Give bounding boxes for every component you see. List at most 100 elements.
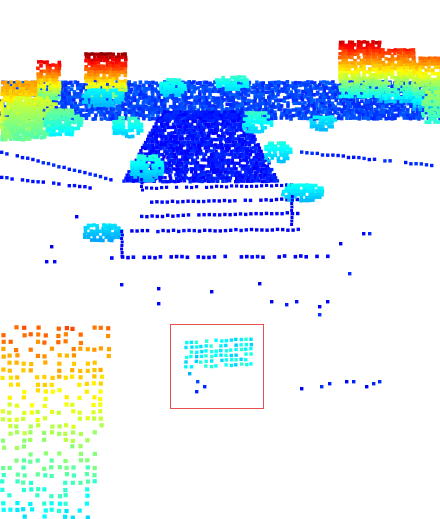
scan-point — [249, 212, 253, 216]
vegetation-point — [257, 120, 262, 125]
scan-point — [166, 213, 170, 217]
near-point — [70, 438, 75, 443]
vegetation-point — [180, 84, 184, 88]
structure-point — [374, 79, 379, 84]
vegetation-point — [64, 129, 69, 134]
structure-point — [347, 76, 351, 81]
vegetation-point — [279, 153, 283, 157]
structure-point — [421, 56, 425, 61]
scan-point — [153, 255, 157, 260]
road-point — [236, 113, 241, 117]
ground-point — [327, 95, 331, 100]
structure-point — [418, 101, 422, 106]
ground-point — [330, 92, 335, 97]
vegetation-point — [302, 183, 306, 188]
ground-point — [328, 111, 332, 115]
near-point — [92, 347, 97, 352]
structure-point — [402, 96, 406, 100]
vegetation-point — [24, 111, 28, 115]
structure-point — [350, 61, 355, 65]
vegetation-point — [3, 120, 8, 124]
road-point — [134, 158, 138, 162]
vegetation-point — [27, 120, 32, 125]
vegetation-point — [30, 102, 35, 107]
structure-point — [356, 85, 360, 89]
structure-point — [396, 84, 401, 89]
ground-point — [51, 99, 56, 103]
near-point — [71, 473, 76, 478]
ground-point — [316, 110, 320, 115]
vegetation-point — [79, 120, 84, 125]
road-point — [165, 149, 170, 154]
vegetation-point — [308, 195, 312, 200]
ground-point — [234, 95, 238, 99]
vegetation-point — [302, 198, 306, 203]
road-point — [268, 176, 272, 181]
near-point — [70, 430, 76, 435]
ground-point — [127, 110, 132, 115]
road-point — [222, 113, 226, 117]
vegetation-point — [424, 120, 428, 124]
ground-point — [255, 87, 260, 91]
ground-point — [60, 92, 65, 97]
scan-point — [135, 229, 139, 233]
vegetation-point — [279, 159, 283, 164]
road-point — [151, 132, 156, 136]
vegetation-point — [98, 238, 102, 243]
pole-point — [290, 198, 294, 202]
road-point — [203, 179, 207, 183]
near-point — [22, 325, 27, 330]
road-point — [202, 122, 206, 126]
structure-point — [368, 76, 372, 80]
vegetation-point — [24, 96, 28, 101]
structure-point — [381, 96, 385, 101]
vegetation-point — [436, 102, 440, 107]
near-point — [57, 353, 62, 358]
structure-point — [399, 78, 403, 82]
ground-point — [154, 81, 159, 86]
ground-point — [177, 98, 181, 102]
vegetation-point — [151, 163, 155, 168]
vegetation-point — [52, 114, 57, 119]
vegetation-point — [95, 238, 99, 242]
vegetation-point — [15, 102, 20, 107]
ground-point — [273, 95, 278, 99]
structure-point — [381, 93, 386, 98]
structure-point — [42, 60, 47, 65]
road-point — [185, 167, 190, 172]
near-point — [49, 430, 54, 435]
ground-point — [187, 108, 192, 112]
structure-point — [418, 83, 422, 88]
near-point — [92, 465, 97, 471]
road-point — [198, 167, 202, 171]
road-point — [244, 155, 248, 160]
road-point — [184, 143, 188, 147]
ground-point — [213, 104, 217, 109]
near-point — [98, 346, 103, 351]
vegetation-point — [61, 114, 66, 119]
near-point — [42, 514, 47, 519]
road-point — [226, 122, 230, 126]
ground-point — [69, 101, 74, 106]
vegetation-point — [113, 235, 117, 240]
ground-point — [438, 116, 440, 121]
vegetation-point — [34, 126, 38, 130]
scan-point — [270, 228, 274, 232]
road-point — [190, 176, 194, 180]
vegetation-point — [99, 103, 103, 108]
near-point — [92, 325, 97, 330]
vegetation-point — [73, 120, 77, 125]
ground-point — [411, 110, 415, 115]
vegetation-point — [121, 119, 126, 124]
road-point — [163, 128, 167, 132]
vegetation-point — [6, 123, 11, 127]
structure-point — [436, 56, 440, 61]
ground-point — [294, 92, 298, 97]
road-point — [168, 134, 173, 138]
vegetation-point — [224, 81, 228, 86]
road-point — [154, 122, 158, 126]
ground-point — [333, 83, 337, 88]
structure-point — [93, 85, 97, 90]
near-point — [63, 375, 68, 380]
vegetation-point — [236, 84, 241, 88]
